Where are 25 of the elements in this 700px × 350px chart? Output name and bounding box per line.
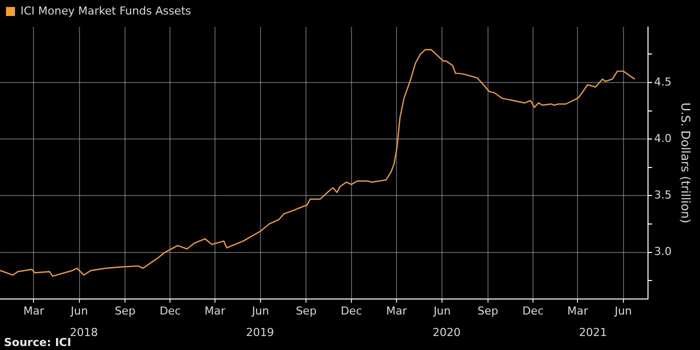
legend-label: ICI Money Market Funds Assets	[20, 4, 192, 18]
x-tick-label: Sep	[296, 304, 317, 318]
y-tick-label: 3.0	[654, 245, 672, 258]
x-tick-label: Sep	[477, 304, 498, 318]
x-tick-label: Mar	[386, 304, 408, 318]
x-tick-label: Dec	[160, 304, 181, 318]
source-note: Source: ICI	[4, 336, 72, 349]
x-tick-label: Sep	[114, 304, 136, 318]
x2-tick-label: 2019	[246, 326, 274, 339]
y-axis-title: U.S. Dollars (trillion)	[678, 102, 693, 224]
x-tick-label: Mar	[567, 304, 588, 318]
x-tick-label: Jun	[70, 304, 88, 318]
x-tick-label: Dec	[340, 304, 362, 318]
x-tick-label: Jun	[432, 304, 451, 318]
x2-tick-label: 2018	[70, 326, 98, 339]
x-tick-label: Mar	[204, 304, 226, 318]
x-tick-label: Dec	[522, 304, 544, 318]
y-tick-label: 4.5	[654, 75, 672, 88]
x-tick-label: Jun	[250, 304, 270, 318]
y-tick-label: 3.5	[654, 188, 672, 202]
x2-tick-label: 2021	[579, 326, 608, 339]
y-tick-label: 4.0	[654, 132, 672, 145]
x-tick-label: Mar	[23, 304, 45, 318]
x-tick-label: Jun	[614, 304, 632, 318]
x2-tick-label: 2020	[432, 326, 461, 339]
